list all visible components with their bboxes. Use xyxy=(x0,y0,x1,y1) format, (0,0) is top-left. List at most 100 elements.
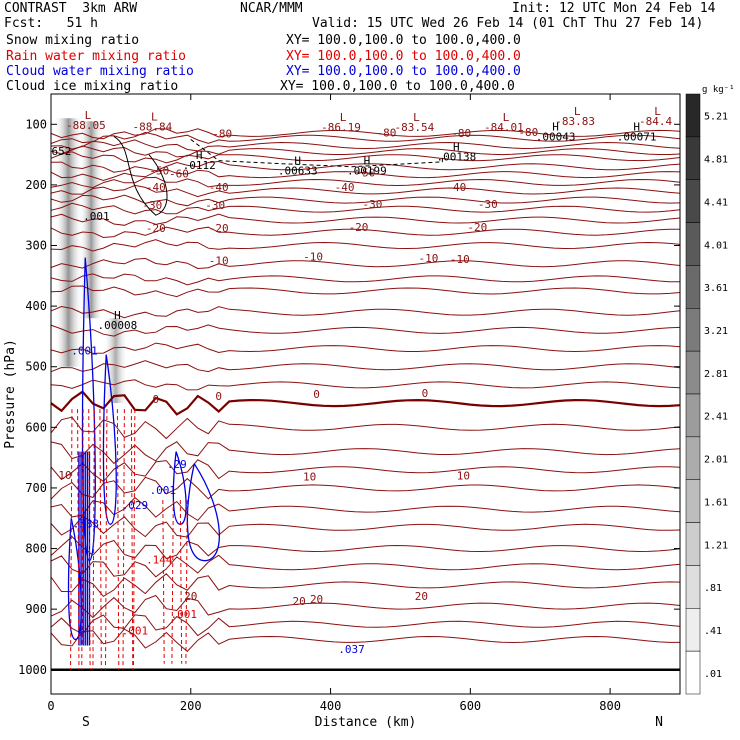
colorbar-label: 1.21 xyxy=(704,540,728,551)
temperature-contour xyxy=(50,273,681,286)
contour-label: -40 xyxy=(446,181,466,194)
rain-contour xyxy=(171,500,174,664)
contour-label: 0 xyxy=(215,390,222,403)
field-xy-snow: XY= 100.0,100.0 to 100.0,400.0 xyxy=(286,33,521,48)
rain-contour xyxy=(105,409,108,670)
low-value-label: -84.4 xyxy=(639,115,672,128)
center-name: NCAR/MMM xyxy=(240,1,303,16)
low-marker: L xyxy=(503,111,510,124)
contour-label: 0 xyxy=(313,388,320,401)
contour-label: -80 xyxy=(518,126,538,139)
low-value-label: -88.05 xyxy=(66,119,106,132)
temperature-contour xyxy=(50,416,681,440)
colorbar-swatch xyxy=(685,565,701,609)
temperature-contour xyxy=(50,324,681,337)
colorbar-swatch xyxy=(685,650,701,695)
colorbar-label: 2.81 xyxy=(704,369,728,380)
high-marker: H xyxy=(196,149,203,162)
colorbar-label: 2.41 xyxy=(704,412,728,423)
rain-contour xyxy=(92,409,95,670)
rain-contour xyxy=(185,500,188,664)
contour-label: -30 xyxy=(142,199,162,212)
south-label: S xyxy=(82,715,90,730)
plot-frame xyxy=(50,93,681,695)
temperature-contour xyxy=(50,342,681,354)
temperature-contour xyxy=(50,535,681,560)
x-tick-label: 800 xyxy=(599,699,621,713)
rain-label: .001 xyxy=(122,625,149,638)
temperature-contour xyxy=(50,305,681,319)
colorbar-label: 4.81 xyxy=(704,155,728,166)
colorbar-label: 4.01 xyxy=(704,240,728,251)
cloud-water-label: .037 xyxy=(338,643,365,656)
y-tick-label: 200 xyxy=(25,178,47,192)
field-name-rain: Rain water mixing ratio xyxy=(6,49,187,64)
snow-shade-column xyxy=(54,118,83,367)
temperature-contour xyxy=(50,360,681,373)
contour-label: -40 xyxy=(335,181,355,194)
temperature-contour xyxy=(50,151,681,164)
high-value-label: .0112 xyxy=(183,159,216,172)
high-value-label: .00199 xyxy=(347,165,387,178)
high-marker: H xyxy=(114,309,121,322)
high-marker: H xyxy=(552,121,559,134)
rain-contour xyxy=(130,409,134,670)
colorbar-swatch xyxy=(685,393,701,438)
low-value-label: -86.19 xyxy=(321,121,361,134)
temperature-contour xyxy=(50,139,681,152)
contour-label: -80 xyxy=(377,126,397,139)
temperature-contour xyxy=(50,184,681,198)
colorbar-swatch xyxy=(685,265,701,309)
contour-label: -30 xyxy=(478,198,498,211)
contour-label: 10 xyxy=(457,469,470,482)
temperature-contour xyxy=(50,145,681,158)
temperature-contour xyxy=(50,515,681,538)
temperature-contour xyxy=(50,441,681,465)
field-xy-cloud-ice: XY= 100.0,100.0 to 100.0,400.0 xyxy=(280,79,515,94)
low-value-label: -83.54 xyxy=(395,121,435,134)
contour-label: -40 xyxy=(146,181,166,194)
temperature-contour xyxy=(50,285,681,298)
rain-contour xyxy=(122,409,125,670)
contour-label: -60 xyxy=(169,168,189,181)
colorbar-label: 4.41 xyxy=(704,197,728,208)
colorbar-swatch xyxy=(685,350,701,395)
contour-label: -40 xyxy=(209,181,229,194)
temperature-contour xyxy=(50,160,681,173)
snow-value-label: 652 xyxy=(52,145,72,158)
temperature-contour xyxy=(50,194,681,207)
y-tick-label: 900 xyxy=(25,602,47,616)
contour-label: 20 xyxy=(184,590,197,603)
x-tick-label: 400 xyxy=(320,699,342,713)
temperature-contour xyxy=(50,379,681,391)
x-tick-label: 0 xyxy=(47,699,54,713)
field-name-snow: Snow mixing ratio xyxy=(6,33,140,48)
rain-contour xyxy=(70,409,73,670)
rain-contour xyxy=(116,409,120,670)
y-axis-label: Pressure (hPa) xyxy=(3,339,18,449)
contour-label: 0 xyxy=(422,387,429,400)
temperature-contour xyxy=(50,614,681,637)
colorbar-label: .01 xyxy=(704,669,722,680)
low-marker: L xyxy=(85,109,92,122)
temperature-contour xyxy=(50,202,681,215)
cloud-water-label: .583 xyxy=(73,517,100,530)
colorbar-swatch xyxy=(685,136,701,180)
low-marker: L xyxy=(413,111,420,124)
model-name: CONTRAST 3km ARW xyxy=(4,1,138,16)
forecast-hour: Fcst: 51 h xyxy=(4,16,98,31)
temperature-contour xyxy=(50,573,681,598)
rain-contour xyxy=(81,409,84,670)
temperature-contour xyxy=(50,594,681,619)
y-tick-label: 500 xyxy=(25,360,47,374)
contour-label: 20 xyxy=(415,590,428,603)
colorbar-swatch xyxy=(685,479,701,523)
colorbar-label: 2.01 xyxy=(704,455,728,466)
cloud-ice-contour xyxy=(190,139,443,168)
colorbar-swatch xyxy=(685,222,701,266)
field-name-cloud-ice: Cloud ice mixing ratio xyxy=(6,79,179,94)
low-value-label: -84.01 xyxy=(484,121,524,134)
contour-label: -10 xyxy=(450,253,470,266)
rain-contour xyxy=(99,409,102,670)
